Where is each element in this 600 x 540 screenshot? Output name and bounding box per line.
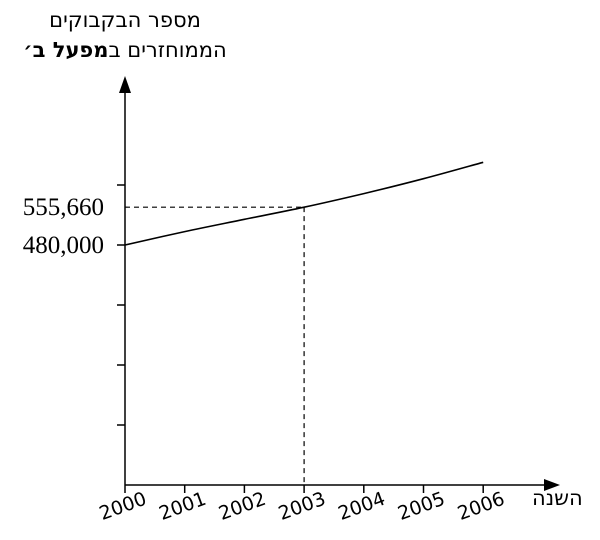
x-tick-label: 2001 (156, 488, 209, 525)
y-axis-label-regular: הממוחזרים ב (108, 38, 227, 62)
y-axis-label-bold: מפעל ב׳ (23, 38, 109, 62)
x-tick-label: 2003 (276, 488, 329, 525)
x-tick-label: 2002 (216, 488, 269, 525)
x-tick-label: 2006 (455, 488, 508, 525)
y-axis-label-line1: מספר הבקבוקים (49, 8, 201, 32)
x-tick-label: 2005 (395, 488, 448, 525)
x-axis-label: השנה (532, 486, 583, 510)
y-tick-label: 555,660 (23, 194, 104, 221)
x-tick-label: 2000 (96, 488, 149, 525)
series-line (124, 161, 484, 246)
y-axis-label-line2: הממוחזרים במפעל ב׳ (0, 38, 250, 62)
x-axis-arrow-icon (544, 479, 560, 491)
y-tick-label: 480,000 (23, 232, 104, 259)
y-axis-arrow-icon (119, 76, 131, 93)
x-tick-label: 2004 (335, 488, 388, 525)
